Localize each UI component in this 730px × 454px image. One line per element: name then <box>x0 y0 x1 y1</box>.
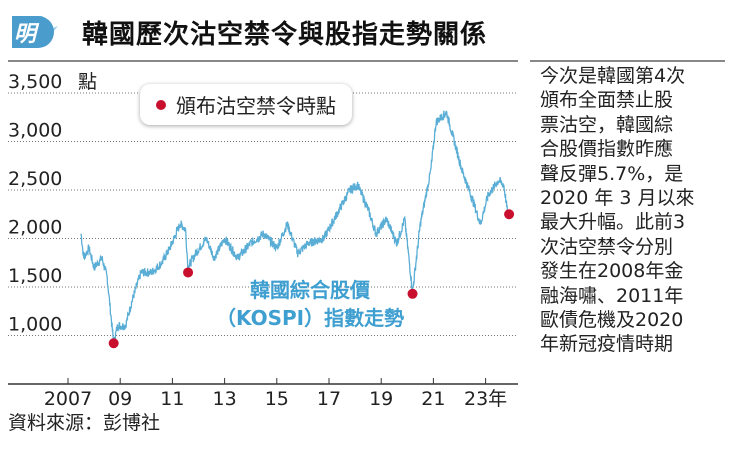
x-tick-label: 17 <box>317 388 341 408</box>
legend-label: 頒布沽空禁令時點 <box>176 94 336 118</box>
side-text: 今次是韓國第4次 頒布全面禁止股 票沽空，韓國綜 合股價指數昨應 聲反彈5.7%，是 20… <box>540 64 730 357</box>
y-tick-label: 1,500 <box>8 265 62 287</box>
kospi-chart: 3,500 3,000 2,500 2,000 1,500 1,000 點 2007 09 11 1… <box>8 71 518 408</box>
legend: 頒布沽空禁令時點 <box>140 84 352 125</box>
side-text-line: 發生在2008年金 <box>540 260 684 283</box>
side-text-line: 今次是韓國第4次 <box>540 65 686 87</box>
x-tick-label: 13 <box>213 388 237 408</box>
y-tick-label: 3,500 <box>8 71 62 93</box>
annotation-line-1: 韓國綜合股價 <box>250 278 371 302</box>
side-text-line: 年新冠疫情時期 <box>540 333 674 356</box>
series-annotation: 韓國綜合股價 （KOSPI）指數走勢 <box>216 276 404 332</box>
short-ban-marker <box>183 267 194 278</box>
divider <box>8 60 518 62</box>
x-tick-label: 2007 <box>44 388 92 408</box>
x-tick-label: 11 <box>160 388 184 408</box>
page-title: 韓國歷次沽空禁令與股指走勢關係 <box>82 20 488 50</box>
y-tick-label: 2,000 <box>8 217 62 239</box>
x-tick-label: 15 <box>265 388 289 408</box>
side-text-line: 最大升幅。此前3 <box>540 211 686 234</box>
x-tick-label: 23年 <box>464 388 507 408</box>
y-unit-label: 點 <box>78 71 97 93</box>
kospi-line <box>80 110 509 347</box>
logo-text: 明 <box>14 22 40 47</box>
side-text-line: 次沽空禁令分別 <box>540 235 674 258</box>
marker-dot-icon <box>156 99 166 110</box>
y-tick-label: 1,000 <box>8 314 62 336</box>
y-tick-label: 3,000 <box>8 120 62 142</box>
side-text-line: 2020 年 3 月以來 <box>540 187 695 210</box>
divider <box>530 60 725 62</box>
logo-icon: 明 <box>12 16 58 48</box>
side-text-line: 票沽空，韓國綜 <box>540 113 674 136</box>
x-tick-label: 19 <box>369 388 393 408</box>
x-tick-label: 21 <box>421 388 445 408</box>
x-tick-label: 09 <box>108 388 132 408</box>
side-text-line: 歐債危機及2020 <box>540 309 684 332</box>
short-ban-marker <box>407 288 418 299</box>
side-text-line: 頒布全面禁止股 <box>540 89 674 112</box>
side-text-line: 融海嘯、2011年 <box>540 284 684 307</box>
side-text-line: 聲反彈5.7%，是 <box>540 162 684 185</box>
short-ban-marker <box>504 209 515 220</box>
short-ban-marker <box>108 338 119 349</box>
side-text-line: 合股價指數昨應 <box>540 138 674 161</box>
source-note: 資料來源：彭博社 <box>8 412 161 434</box>
y-tick-label: 2,500 <box>8 168 62 190</box>
annotation-line-2: （KOSPI）指數走勢 <box>216 306 405 330</box>
